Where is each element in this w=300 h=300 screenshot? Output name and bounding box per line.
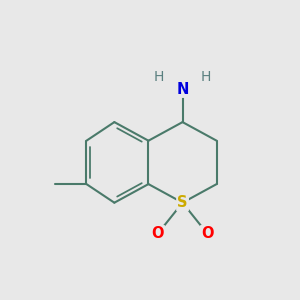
- Text: S: S: [177, 195, 188, 210]
- Text: N: N: [176, 82, 189, 97]
- Text: H: H: [201, 70, 211, 84]
- Text: O: O: [201, 226, 214, 241]
- Text: O: O: [152, 226, 164, 241]
- Text: H: H: [154, 70, 164, 84]
